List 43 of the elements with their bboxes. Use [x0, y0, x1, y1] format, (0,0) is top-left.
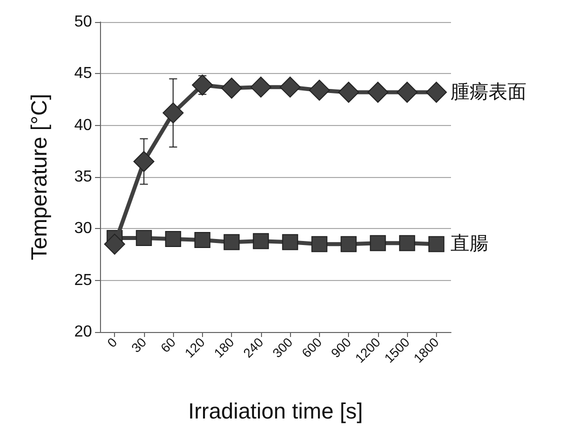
- x-tick-label: 180: [210, 334, 237, 361]
- y-tick-label: 20: [74, 324, 92, 340]
- x-tick-label: 300: [269, 334, 296, 361]
- y-axis-title: Temperature [°C]: [26, 94, 52, 260]
- point: [165, 231, 182, 247]
- point: [282, 234, 298, 250]
- y-tick-label: 25: [74, 272, 92, 289]
- x-tick-label: 240: [240, 334, 266, 361]
- point: [370, 235, 386, 252]
- x-tick-label: 0: [104, 334, 120, 350]
- point: [340, 236, 357, 252]
- point: [426, 82, 447, 103]
- point: [311, 236, 328, 252]
- point: [428, 236, 444, 252]
- point: [399, 235, 416, 252]
- point: [338, 82, 360, 103]
- point: [224, 234, 240, 250]
- x-axis-title: Irradiation time [s]: [188, 398, 363, 424]
- point: [192, 74, 213, 96]
- y-tick-label: 35: [74, 168, 92, 186]
- point: [194, 232, 210, 248]
- x-tick-label: 900: [328, 334, 354, 361]
- point: [221, 78, 242, 99]
- x-tick-label: 600: [298, 334, 325, 361]
- y-tick-label: 50: [74, 14, 92, 30]
- series-label: 腫瘍表面: [450, 80, 526, 103]
- point: [162, 102, 184, 124]
- point: [252, 233, 269, 250]
- y-tick-label: 45: [74, 65, 92, 82]
- x-tick-label: 60: [158, 334, 178, 356]
- point: [308, 80, 330, 101]
- y-tick-label: 40: [74, 116, 92, 134]
- series-label: 直腸: [450, 234, 488, 255]
- point: [367, 82, 388, 103]
- y-tick-label: 30: [74, 220, 92, 238]
- x-tick-label: 120: [182, 334, 208, 361]
- point: [396, 82, 418, 103]
- x-tick-label: 30: [128, 334, 150, 356]
- point: [280, 76, 301, 98]
- point: [104, 234, 126, 255]
- point: [250, 76, 272, 98]
- point: [136, 230, 152, 246]
- point: [133, 151, 154, 172]
